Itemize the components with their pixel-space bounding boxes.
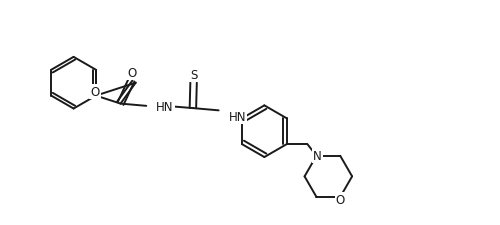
Text: O: O (128, 67, 137, 80)
Text: O: O (336, 193, 345, 206)
Text: N: N (313, 150, 322, 162)
Text: HN: HN (156, 100, 174, 113)
Text: S: S (190, 69, 198, 82)
Text: HN: HN (228, 110, 246, 123)
Text: O: O (90, 86, 100, 99)
